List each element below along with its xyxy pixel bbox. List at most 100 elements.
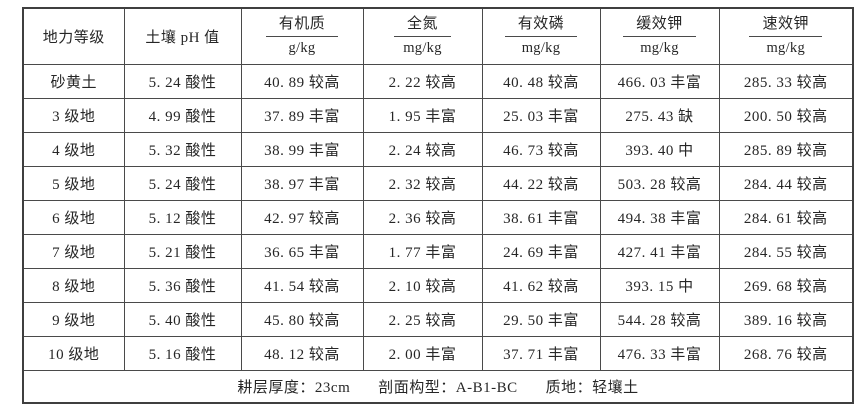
value-cell: 2. 32 较高 xyxy=(362,165,483,201)
column-header: 土壤 pH 值 xyxy=(123,7,242,65)
grade-cell: 6 级地 xyxy=(22,199,125,235)
value-cell: 285. 89 较高 xyxy=(718,131,854,167)
header-row: 地力等级 土壤 pH 值 有机质 g/kg 全氮 mg/kg 有效磷 mg/kg 缓效钾 mg/k… xyxy=(22,7,854,65)
column-header: 缓效钾 mg/kg xyxy=(599,7,720,65)
table-row: 4 级地 5. 32 酸性 38. 99 丰富 2. 24 较高 46. 73 较高 39… xyxy=(22,131,854,167)
column-label: 全氮 xyxy=(393,16,451,38)
table-row: 8 级地 5. 36 酸性 41. 54 较高 2. 10 较高 41. 62 较高 39… xyxy=(22,267,854,303)
value-cell: 389. 16 较高 xyxy=(718,301,854,337)
value-cell: 5. 12 酸性 xyxy=(123,199,242,235)
table-row: 9 级地 5. 40 酸性 45. 80 较高 2. 25 较高 29. 50 丰富 54… xyxy=(22,301,854,337)
footer-row: 耕层厚度：23cm 剖面构型：A-B1-BC 质地：轻壤土 xyxy=(22,369,854,404)
value-cell: 5. 24 酸性 xyxy=(123,165,242,201)
grade-cell: 7 级地 xyxy=(22,233,125,269)
value-cell: 45. 80 较高 xyxy=(240,301,364,337)
header-fraction: 缓效钾 mg/kg xyxy=(601,16,718,57)
value-cell: 427. 41 丰富 xyxy=(599,233,720,269)
footer-note: 耕层厚度：23cm 剖面构型：A-B1-BC 质地：轻壤土 xyxy=(22,369,854,404)
value-cell: 40. 89 较高 xyxy=(240,63,364,99)
value-cell: 275. 43 缺 xyxy=(599,97,720,133)
column-label: 土壤 pH 值 xyxy=(145,29,220,46)
column-label: 有效磷 xyxy=(504,16,578,38)
grade-cell: 5 级地 xyxy=(22,165,125,201)
column-label: 地力等级 xyxy=(42,29,105,46)
value-cell: 25. 03 丰富 xyxy=(481,97,601,133)
value-cell: 24. 69 丰富 xyxy=(481,233,601,269)
value-cell: 494. 38 丰富 xyxy=(599,199,720,235)
value-cell: 544. 28 较高 xyxy=(599,301,720,337)
value-cell: 46. 73 较高 xyxy=(481,131,601,167)
value-cell: 284. 55 较高 xyxy=(718,233,854,269)
value-cell: 36. 65 丰富 xyxy=(240,233,364,269)
value-cell: 2. 00 丰富 xyxy=(362,335,483,371)
column-header: 有机质 g/kg xyxy=(240,7,364,65)
column-unit: mg/kg xyxy=(766,40,806,57)
value-cell: 41. 54 较高 xyxy=(240,267,364,303)
footer-item: 耕层厚度：23cm xyxy=(237,379,351,396)
value-cell: 29. 50 丰富 xyxy=(481,301,601,337)
value-cell: 1. 77 丰富 xyxy=(362,233,483,269)
value-cell: 5. 32 酸性 xyxy=(123,131,242,167)
value-cell: 1. 95 丰富 xyxy=(362,97,483,133)
value-cell: 2. 22 较高 xyxy=(362,63,483,99)
value-cell: 40. 48 较高 xyxy=(481,63,601,99)
table-row: 7 级地 5. 21 酸性 36. 65 丰富 1. 77 丰富 24. 69 丰富 42… xyxy=(22,233,854,269)
value-cell: 284. 61 较高 xyxy=(718,199,854,235)
header-fraction: 全氮 mg/kg xyxy=(364,16,481,57)
value-cell: 5. 36 酸性 xyxy=(123,267,242,303)
value-cell: 5. 24 酸性 xyxy=(123,63,242,99)
header-fraction: 有机质 g/kg xyxy=(242,16,362,57)
value-cell: 44. 22 较高 xyxy=(481,165,601,201)
column-label: 速效钾 xyxy=(749,16,822,38)
value-cell: 41. 62 较高 xyxy=(481,267,601,303)
value-cell: 393. 15 中 xyxy=(599,267,720,303)
soil-fertility-table: 地力等级 土壤 pH 值 有机质 g/kg 全氮 mg/kg 有效磷 mg/kg 缓效钾 mg/k… xyxy=(22,7,854,404)
value-cell: 5. 21 酸性 xyxy=(123,233,242,269)
column-label: 有机质 xyxy=(265,16,339,38)
grade-cell: 4 级地 xyxy=(22,131,125,167)
value-cell: 284. 44 较高 xyxy=(718,165,854,201)
column-header: 有效磷 mg/kg xyxy=(481,7,601,65)
column-label: 缓效钾 xyxy=(623,16,696,38)
value-cell: 285. 33 较高 xyxy=(718,63,854,99)
value-cell: 2. 25 较高 xyxy=(362,301,483,337)
value-cell: 38. 61 丰富 xyxy=(481,199,601,235)
column-unit: mg/kg xyxy=(403,40,442,57)
value-cell: 38. 99 丰富 xyxy=(240,131,364,167)
value-cell: 5. 16 酸性 xyxy=(123,335,242,371)
column-unit: mg/kg xyxy=(521,40,561,57)
value-cell: 2. 24 较高 xyxy=(362,131,483,167)
value-cell: 503. 28 较高 xyxy=(599,165,720,201)
column-unit: mg/kg xyxy=(640,40,679,57)
table-row: 5 级地 5. 24 酸性 38. 97 丰富 2. 32 较高 44. 22 较高 50… xyxy=(22,165,854,201)
column-header: 全氮 mg/kg xyxy=(362,7,483,65)
table-row: 6 级地 5. 12 酸性 42. 97 较高 2. 36 较高 38. 61 丰富 49… xyxy=(22,199,854,235)
table-row: 10 级地 5. 16 酸性 48. 12 较高 2. 00 丰富 37. 71 丰富 4… xyxy=(22,335,854,371)
value-cell: 4. 99 酸性 xyxy=(123,97,242,133)
value-cell: 5. 40 酸性 xyxy=(123,301,242,337)
grade-cell: 3 级地 xyxy=(22,97,125,133)
table-row: 砂黄土 5. 24 酸性 40. 89 较高 2. 22 较高 40. 48 较高 466… xyxy=(22,63,854,99)
value-cell: 37. 89 丰富 xyxy=(240,97,364,133)
value-cell: 393. 40 中 xyxy=(599,131,720,167)
footer-item: 质地：轻壤土 xyxy=(545,379,639,396)
value-cell: 466. 03 丰富 xyxy=(599,63,720,99)
value-cell: 38. 97 丰富 xyxy=(240,165,364,201)
column-header: 速效钾 mg/kg xyxy=(718,7,854,65)
value-cell: 2. 10 较高 xyxy=(362,267,483,303)
header-fraction: 速效钾 mg/kg xyxy=(720,16,852,57)
value-cell: 269. 68 较高 xyxy=(718,267,854,303)
footer-item: 剖面构型：A-B1-BC xyxy=(378,379,518,396)
grade-cell: 8 级地 xyxy=(22,267,125,303)
header-fraction: 有效磷 mg/kg xyxy=(483,16,599,57)
column-header: 地力等级 xyxy=(22,7,125,65)
value-cell: 42. 97 较高 xyxy=(240,199,364,235)
value-cell: 37. 71 丰富 xyxy=(481,335,601,371)
value-cell: 48. 12 较高 xyxy=(240,335,364,371)
grade-cell: 9 级地 xyxy=(22,301,125,337)
column-unit: g/kg xyxy=(288,40,316,57)
value-cell: 268. 76 较高 xyxy=(718,335,854,371)
value-cell: 476. 33 丰富 xyxy=(599,335,720,371)
grade-cell: 10 级地 xyxy=(22,335,125,371)
